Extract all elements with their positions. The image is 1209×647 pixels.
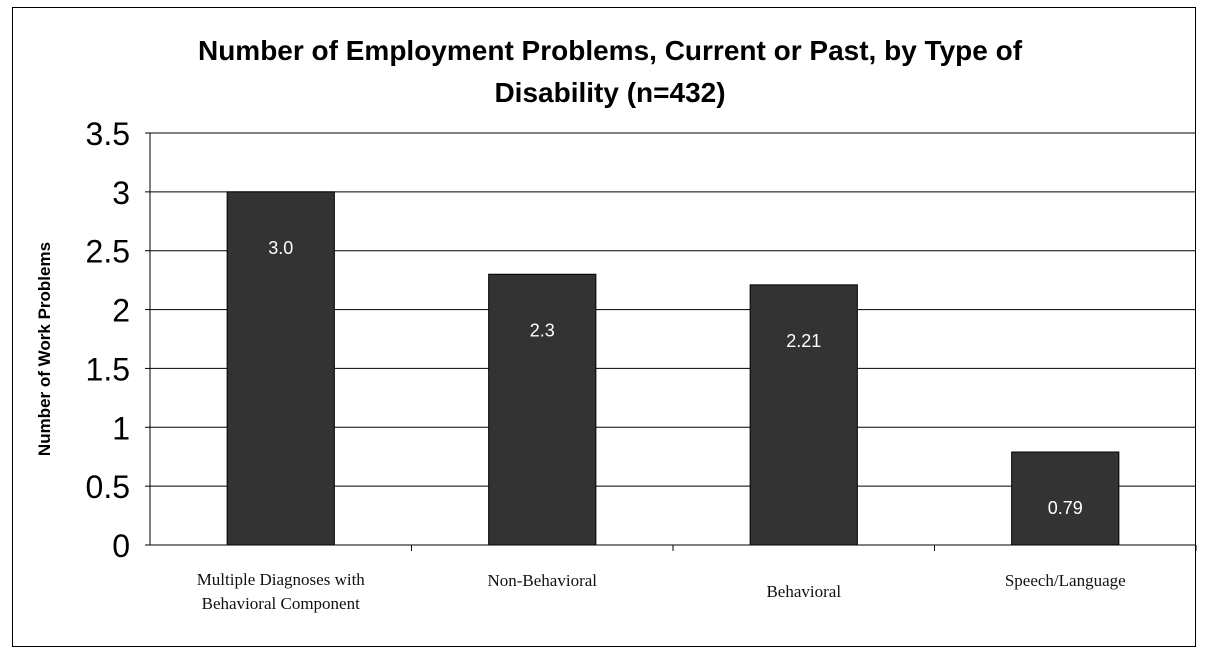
chart-title-line-1: Number of Employment Problems, Current o… [198, 35, 1023, 66]
data-label-1: 3.0 [268, 238, 293, 258]
y-tick-label-1.5: 1.5 [86, 351, 130, 387]
data-label-4: 0.79 [1048, 498, 1083, 518]
data-label-2: 2.3 [530, 320, 555, 340]
y-tick-label-2: 2 [112, 293, 130, 329]
x-tick-label-3-line-1: Behavioral [766, 582, 841, 601]
chart-title-line-2: Disability (n=432) [494, 77, 725, 108]
x-tick-label-2-line-1: Non-Behavioral [487, 571, 597, 590]
chart-frame [12, 7, 1196, 647]
y-tick-label-1: 1 [112, 410, 130, 446]
x-tick-label-1-line-1: Multiple Diagnoses with [197, 570, 366, 589]
x-tick-label-4-line-1: Speech/Language [1005, 571, 1126, 590]
bar-3 [749, 284, 858, 546]
x-tick-label-1-line-2: Behavioral Component [202, 594, 360, 613]
y-tick-label-2.5: 2.5 [86, 234, 130, 270]
y-tick-label-3.5: 3.5 [86, 116, 130, 152]
data-label-3: 2.21 [786, 331, 821, 351]
y-axis-label: Number of Work Problems [35, 242, 54, 456]
bar-1 [226, 191, 335, 546]
y-tick-label-0: 0 [112, 528, 130, 564]
bar-4 [1011, 451, 1120, 546]
y-tick-label-0.5: 0.5 [86, 469, 130, 505]
y-tick-label-3: 3 [112, 175, 130, 211]
bar-2 [488, 273, 597, 546]
